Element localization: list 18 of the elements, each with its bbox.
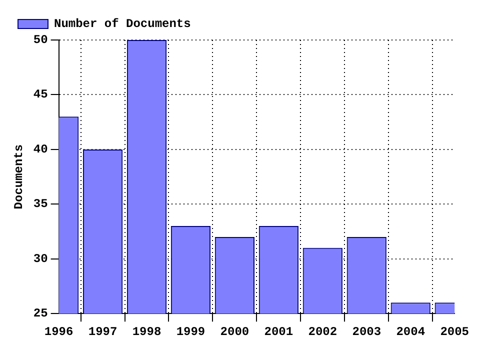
legend-label: Number of Documents xyxy=(54,17,191,32)
y-tick-label: 45 xyxy=(33,88,48,102)
x-tick-label: 1999 xyxy=(176,324,206,339)
y-tick-label: 40 xyxy=(33,142,48,156)
y-axis-title: Documents xyxy=(12,144,26,210)
x-tick-label: 2000 xyxy=(220,324,250,339)
x-tick-label: 1998 xyxy=(132,324,162,339)
y-tick-label: 50 xyxy=(33,33,48,48)
x-tick-label: 2001 xyxy=(264,324,294,339)
x-tick-label: 1996 xyxy=(44,324,74,339)
x-tick-label: 2003 xyxy=(352,324,382,339)
x-tick-label: 2005 xyxy=(440,324,470,339)
y-tick-label: 35 xyxy=(33,197,48,212)
y-tick-label: 30 xyxy=(33,252,48,266)
y-tick-label: 25 xyxy=(33,306,48,321)
x-tick-label: 1997 xyxy=(88,324,118,339)
x-tick-label: 2004 xyxy=(396,324,426,339)
x-tick-label: 2002 xyxy=(308,324,338,339)
